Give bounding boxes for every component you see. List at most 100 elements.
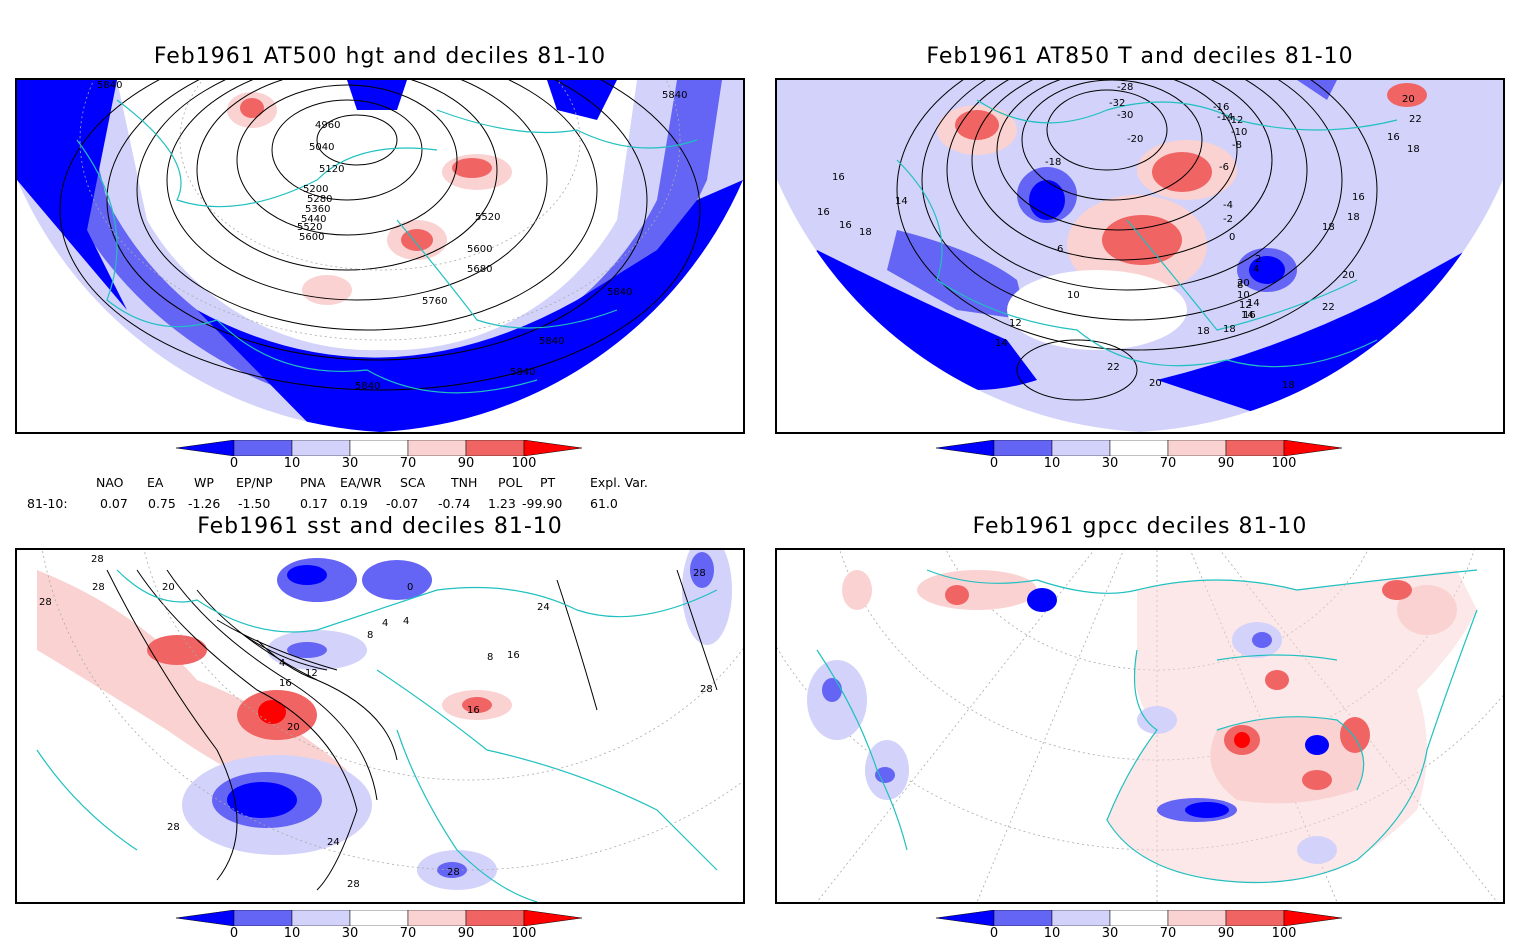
colorbar-tick: 90 — [457, 926, 475, 941]
colorbar-tick: 100 — [511, 456, 537, 471]
contour-label: -16 — [1213, 102, 1229, 113]
contour-label: 24 — [327, 837, 340, 848]
contour-label: 18 — [1347, 212, 1360, 223]
index-value: 0.75 — [148, 496, 176, 511]
contour-label: 22 — [1107, 362, 1120, 373]
index-row-label: 81-10: — [27, 496, 68, 511]
contour-label: 20 — [1149, 378, 1162, 389]
contour-label: -20 — [1127, 134, 1143, 145]
colorbar-tick: 90 — [1217, 456, 1235, 471]
colorbar-segment — [993, 910, 1053, 926]
contour-label: -12 — [1227, 115, 1243, 126]
colorbar-tick: 10 — [283, 456, 301, 471]
contour-label: 4960 — [315, 120, 340, 131]
contour-label: 18 — [1223, 324, 1236, 335]
contour-label: -4 — [1223, 200, 1233, 211]
contour-label: -10 — [1231, 127, 1247, 138]
index-value: 0.07 — [100, 496, 128, 511]
contour-label: 16 — [817, 207, 830, 218]
index-header: WP — [194, 475, 214, 490]
panel-title-t850: Feb1961 AT850 T and deciles 81-10 — [926, 44, 1354, 69]
map-gpcc[interactable] — [775, 548, 1505, 904]
colorbar-segment — [465, 440, 525, 456]
contour-label: 14 — [1241, 310, 1254, 321]
index-value: 1.23 — [488, 496, 516, 511]
colorbar-segment — [407, 440, 467, 456]
colorbar-tick: 10 — [1043, 456, 1061, 471]
map-hgt500[interactable]: 5840 5840 5040 4960 5120 5200 5280 5360 … — [15, 78, 745, 434]
contour-label: -32 — [1109, 98, 1125, 109]
contour-label: 8 — [1237, 280, 1243, 291]
index-header: PNA — [300, 475, 326, 490]
colorbar-hgt500: 0 10 30 70 90 100 — [174, 440, 594, 476]
colorbar-tick: 30 — [341, 456, 359, 471]
contour-label: 22 — [1409, 114, 1422, 125]
map-t850[interactable]: -28 -32 -30 -16 -14 -12 -10 -8 -6 -20 -1… — [775, 78, 1505, 434]
index-value: 0.17 — [300, 496, 328, 511]
contour-label: 16 — [1243, 310, 1256, 321]
index-value: 61.0 — [590, 496, 618, 511]
colorbar-tick: 30 — [341, 926, 359, 941]
contour-label: 5760 — [422, 296, 447, 307]
contour-label: 4 — [279, 658, 285, 669]
contour-label: -2 — [1223, 214, 1233, 225]
colorbar-segment — [465, 910, 525, 926]
contour-label: 28 — [167, 822, 180, 833]
contour-label: 5840 — [607, 287, 632, 298]
contour-label: 18 — [1282, 380, 1295, 391]
colorbar-segment — [993, 440, 1053, 456]
contour-label: 5840 — [662, 90, 687, 101]
panel-title-gpcc: Feb1961 gpcc deciles 81-10 — [972, 514, 1308, 539]
colorbar-tick: 0 — [229, 456, 239, 471]
contour-label: 20 — [1237, 278, 1250, 289]
contour-label: 6 — [1057, 244, 1063, 255]
index-value: -99.90 — [522, 496, 563, 511]
contour-label: -28 — [1117, 82, 1133, 93]
contour-label: 10 — [1237, 290, 1250, 301]
map-sst[interactable]: 28 28 28 20 0 4 8 12 16 4 4 8 16 16 20 2… — [15, 548, 745, 904]
contour-label: 18 — [1197, 326, 1210, 337]
colorbar-tick: 30 — [1101, 926, 1119, 941]
teleconnection-indices: NAO EA WP EP/NP PNA EA/WR SCA TNH POL PT… — [0, 475, 760, 515]
colorbar-tick: 90 — [457, 456, 475, 471]
colorbar-tick: 0 — [989, 926, 999, 941]
colorbar-segment — [349, 440, 409, 456]
index-header: PT — [540, 475, 556, 490]
contour-label: 22 — [1322, 302, 1335, 313]
contour-label: 16 — [839, 220, 852, 231]
contour-label: 14 — [995, 338, 1008, 349]
contour-label: 28 — [693, 568, 706, 579]
colorbar-segment — [1167, 910, 1227, 926]
contour-label: 4 — [403, 616, 409, 627]
contour-label: -6 — [1219, 162, 1229, 173]
contour-label: -14 — [1217, 112, 1233, 123]
contour-label: 5600 — [299, 232, 324, 243]
index-header: EA — [147, 475, 164, 490]
contour-label: 14 — [895, 196, 908, 207]
index-header: EP/NP — [236, 475, 273, 490]
contour-label: 0 — [1229, 232, 1235, 243]
colorbar-segment — [1051, 440, 1111, 456]
contour-label: 18 — [1407, 144, 1420, 155]
contour-label: 28 — [347, 879, 360, 890]
colorbar-segment — [1283, 440, 1343, 456]
contour-label: 12 — [305, 668, 318, 679]
contour-label: -30 — [1117, 110, 1133, 121]
contour-label: 8 — [487, 652, 493, 663]
contour-label: 5280 — [307, 194, 332, 205]
contour-label: 5840 — [355, 381, 380, 392]
colorbar-tick: 10 — [1043, 926, 1061, 941]
colorbar-segment — [1051, 910, 1111, 926]
colorbar-tick: 100 — [511, 926, 537, 941]
colorbar-segment — [175, 440, 235, 456]
colorbar-segment — [1167, 440, 1227, 456]
colorbar-segment — [407, 910, 467, 926]
contour-label: 5040 — [309, 142, 334, 153]
colorbar-segment — [291, 910, 351, 926]
colorbar-segment — [935, 440, 995, 456]
colorbar-tick: 0 — [229, 926, 239, 941]
index-value: 0.19 — [340, 496, 368, 511]
contour-label: 12 — [1009, 318, 1022, 329]
colorbar-tick: 70 — [1159, 456, 1177, 471]
contour-label: 5120 — [319, 164, 344, 175]
